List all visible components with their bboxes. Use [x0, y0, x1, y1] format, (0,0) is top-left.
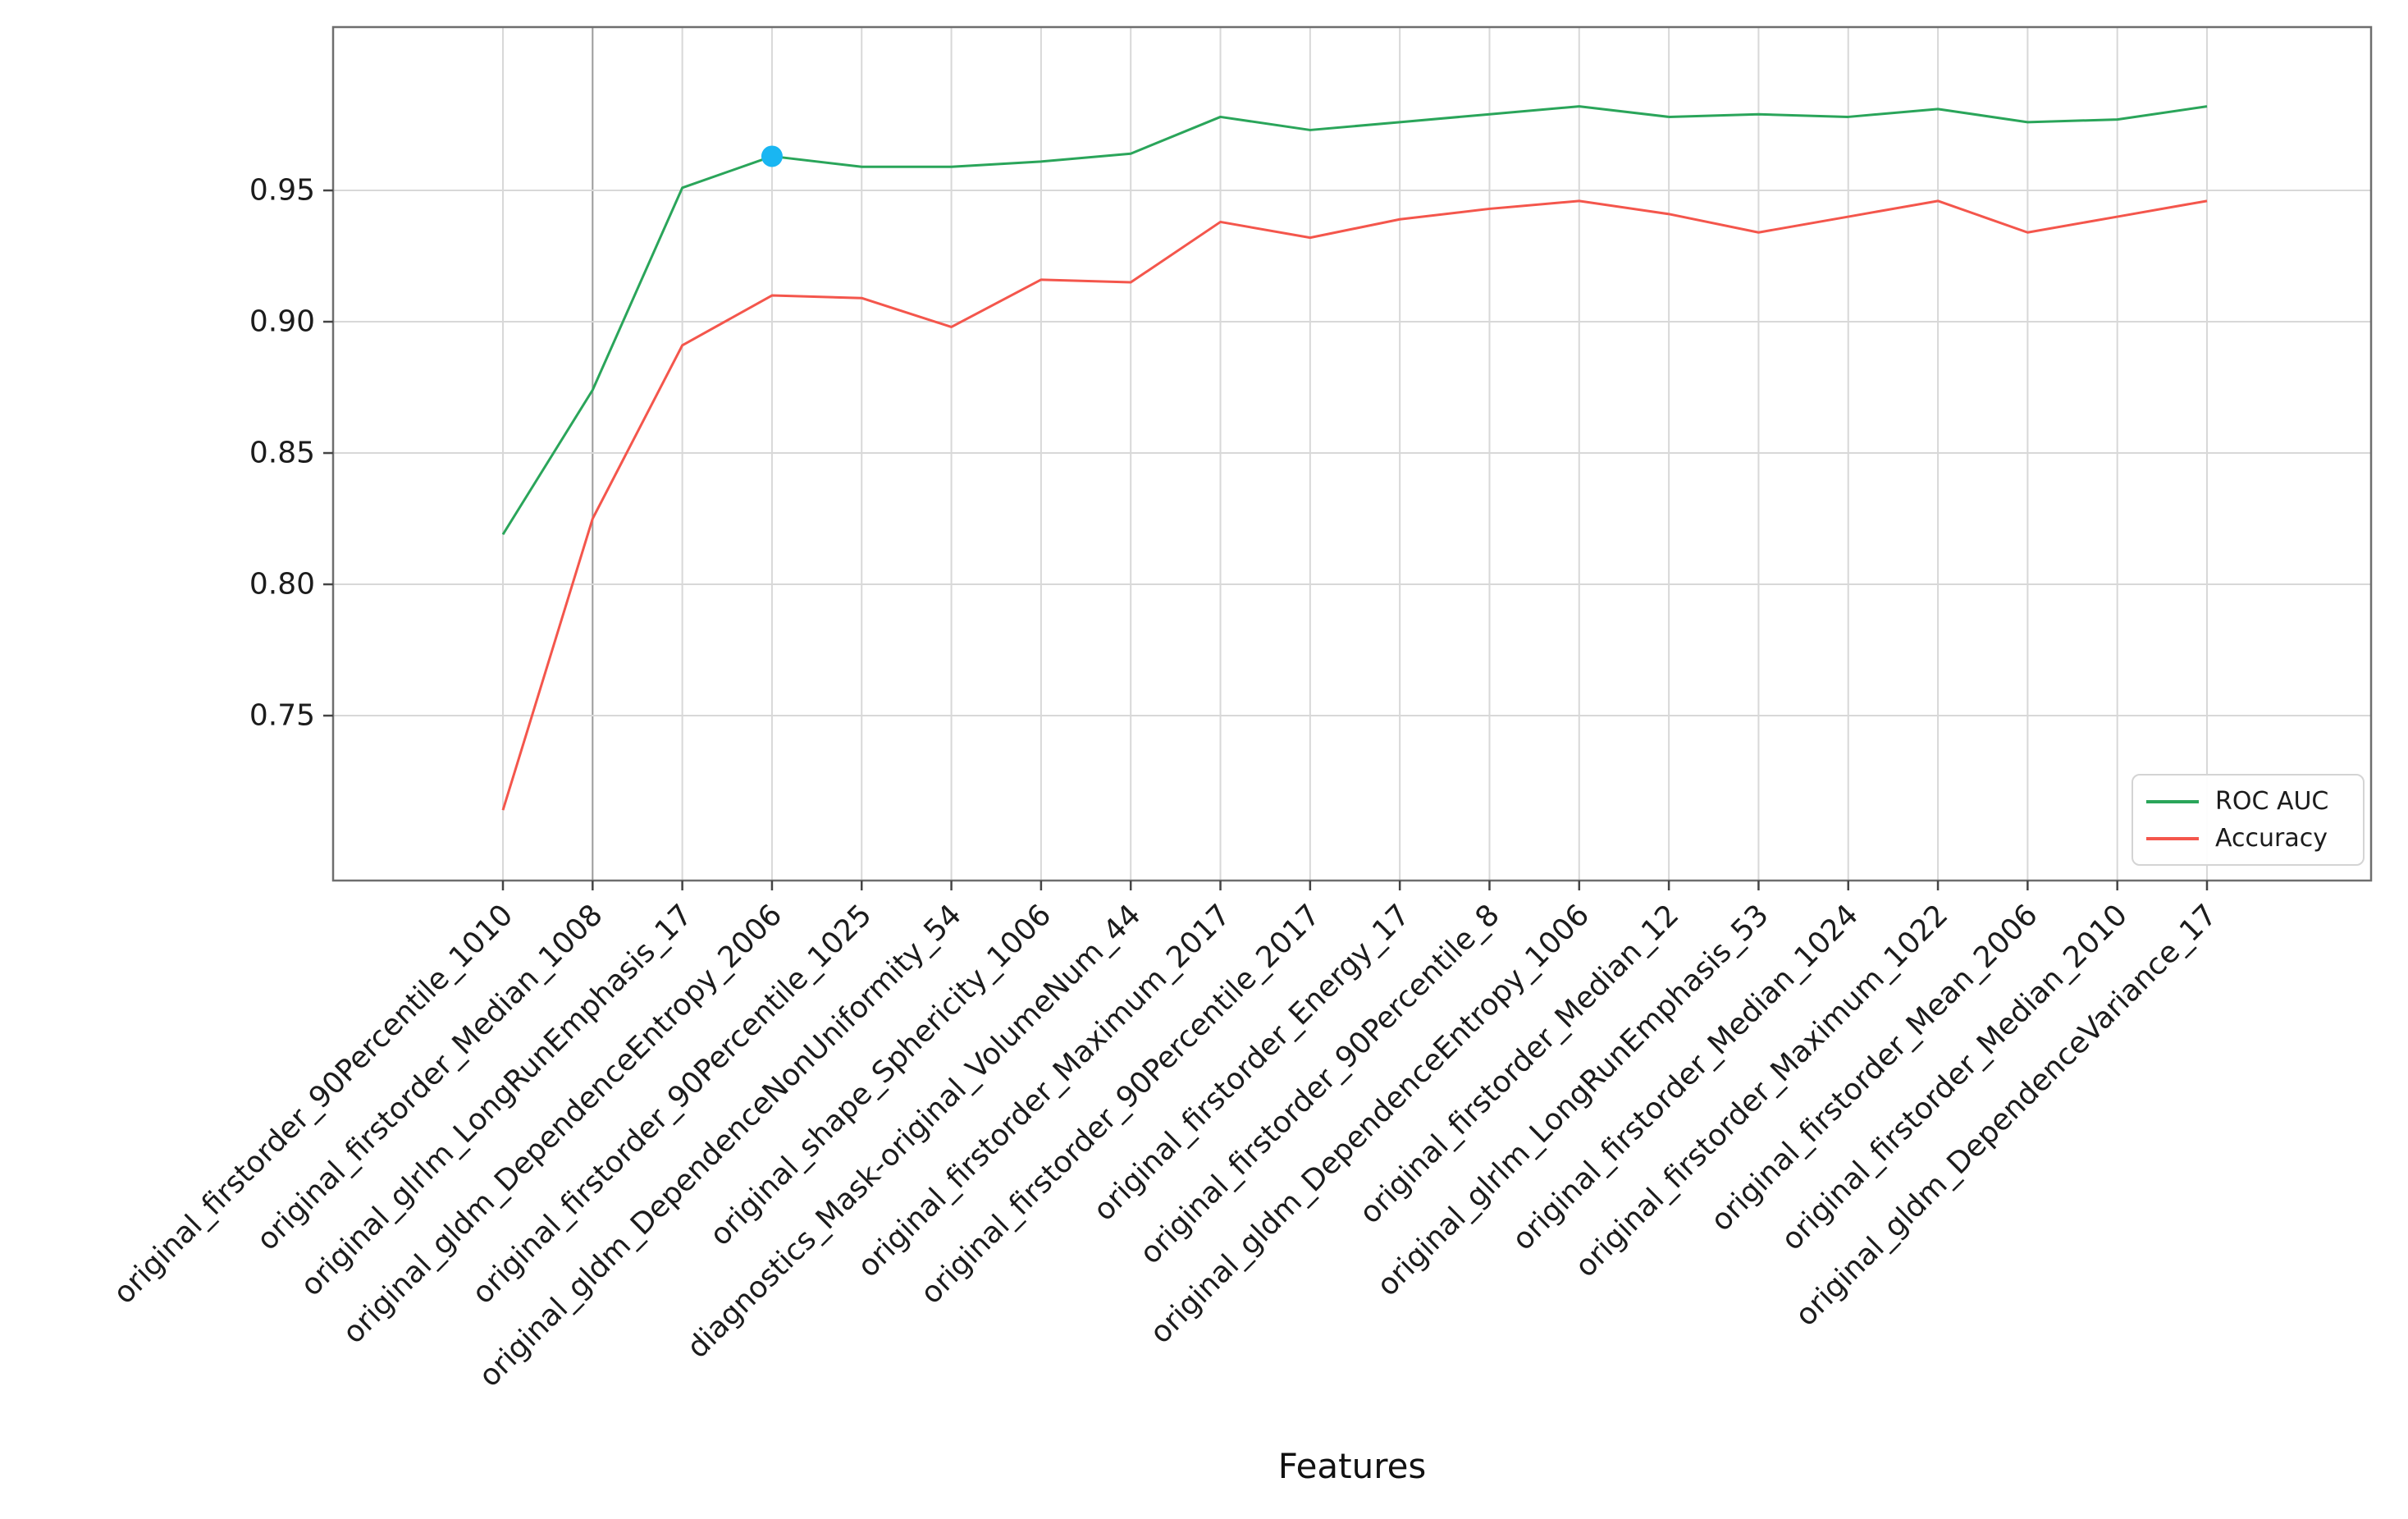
legend-label-roc-auc: ROC AUC [2215, 787, 2329, 816]
y-tick-label: 0.90 [249, 305, 315, 339]
y-tick-label: 0.85 [249, 437, 315, 470]
legend-item-accuracy: Accuracy [2146, 824, 2355, 853]
x-axis-title: Features [1277, 1446, 1427, 1486]
legend-item-roc-auc: ROC AUC [2146, 787, 2355, 816]
legend-line-roc-auc-icon [2146, 799, 2199, 803]
x-tick-label: original_firstorder_Energy_17 [1087, 898, 1416, 1227]
x-tick-label: original_firstorder_Mean_2006 [1705, 898, 2045, 1238]
roc-auc-line [501, 105, 2208, 536]
x-tick-label: original_gldm_DependenceVariance_17 [1789, 898, 2224, 1333]
highlight-dot [761, 145, 783, 167]
legend-label-accuracy: Accuracy [2215, 824, 2328, 853]
legend: ROC AUC Accuracy [2132, 774, 2365, 866]
y-tick-label: 0.95 [249, 174, 315, 208]
accuracy-line [501, 199, 2208, 811]
x-tick-label: original_firstorder_Median_12 [1354, 898, 1686, 1230]
legend-line-accuracy-icon [2146, 836, 2199, 840]
y-tick-label: 0.75 [249, 699, 315, 733]
y-tick-label: 0.80 [249, 568, 315, 602]
